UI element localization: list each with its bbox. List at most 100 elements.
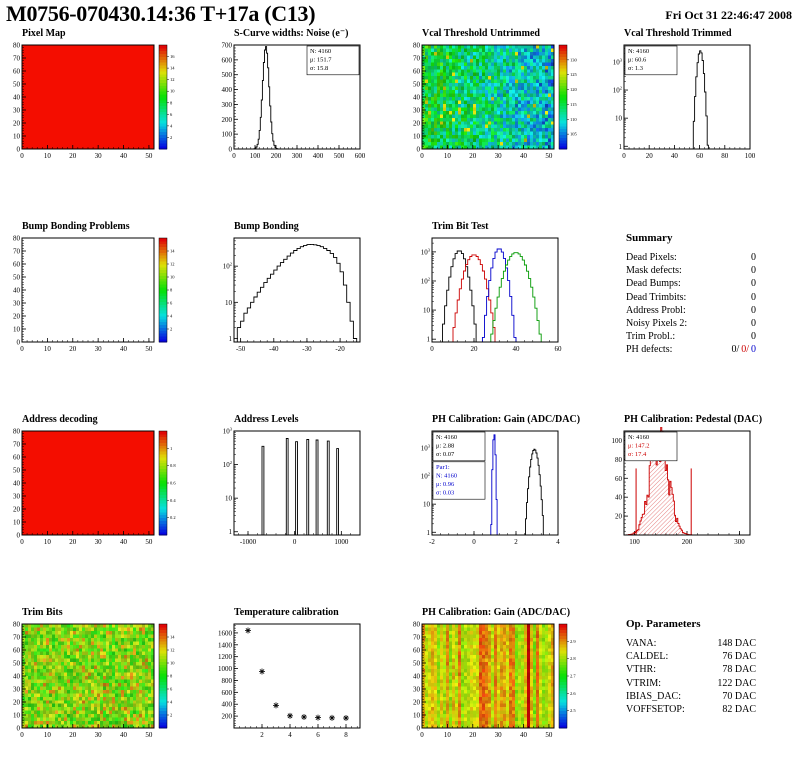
svg-text:80: 80 — [615, 456, 623, 464]
svg-text:40: 40 — [615, 494, 623, 502]
plot-cell-ph-pedestal: PH Calibration: Pedestal (DAC) 20 40 60 80 1… — [598, 414, 796, 549]
svg-text:20: 20 — [69, 731, 77, 739]
op-parameter-row-label: IBIAS_DAC: — [626, 690, 682, 702]
svg-text:0.4: 0.4 — [170, 498, 176, 503]
op-parameter-row-label: VANA: — [626, 638, 657, 649]
op-parameter-row-value: 148 DAC — [717, 638, 756, 649]
report-date: Fri Oct 31 22:46:47 2008 — [665, 8, 792, 22]
svg-text:115: 115 — [570, 102, 577, 107]
svg-text:14: 14 — [170, 635, 175, 640]
svg-text:80: 80 — [13, 42, 21, 50]
svg-text:105: 105 — [570, 132, 578, 137]
svg-text:10: 10 — [225, 495, 233, 503]
summary-row: PH defects: 0/0/0 — [626, 343, 756, 356]
svg-text:N: 4160: N: 4160 — [436, 434, 457, 441]
plot-cell-ph-gain-hist: PH Calibration: Gain (ADC/DAC) 1 10 102 103… — [406, 414, 606, 549]
op-parameter-row: VTHR: 78 DAC — [626, 663, 756, 676]
summary-row-label: Dead Bumps: — [626, 278, 681, 290]
svg-text:30: 30 — [95, 152, 103, 160]
svg-text:300: 300 — [292, 152, 303, 160]
summary-title: Summary — [626, 232, 673, 244]
summary-row-label: Dead Pixels: — [626, 252, 677, 263]
op-parameter-row-label: VTHR: — [626, 664, 656, 676]
svg-text:10: 10 — [423, 307, 431, 315]
svg-text:20: 20 — [471, 345, 479, 353]
svg-text:N: 4160: N: 4160 — [628, 48, 649, 55]
svg-text:10: 10 — [44, 538, 52, 546]
trim-bits-map-plot: 0 10 20 30 40 50 60 70 80 0 10 20 30 40 50 2 4 6 8 10 12 14 — [13, 621, 175, 740]
svg-text:103: 103 — [421, 247, 431, 256]
svg-text:-50: -50 — [236, 345, 246, 353]
svg-text:0: 0 — [417, 146, 421, 154]
svg-text:2: 2 — [170, 135, 172, 140]
summary-row-value: 0 — [751, 278, 756, 290]
svg-text:80: 80 — [13, 428, 21, 436]
svg-text:6: 6 — [170, 301, 173, 306]
svg-text:500: 500 — [334, 152, 345, 160]
summary-row-value: 0 — [751, 252, 756, 263]
svg-text:0.6: 0.6 — [170, 481, 176, 486]
svg-text:0: 0 — [430, 345, 434, 353]
plot-cell-trim-bits: Trim Bits 0 10 20 30 40 50 60 70 80 0 10 20 30 40 50 2 4… — [6, 607, 206, 742]
svg-text:120: 120 — [570, 87, 578, 92]
svg-text:10: 10 — [170, 89, 175, 94]
svg-text:20: 20 — [413, 120, 421, 128]
svg-text:40: 40 — [120, 345, 128, 353]
op-parameter-row: VTRIM: 122 DAC — [626, 677, 756, 690]
svg-text:4: 4 — [170, 123, 173, 128]
plot-cell-ph-gain-map: PH Calibration: Gain (ADC/DAC) 0 10 20 30 40… — [406, 607, 606, 742]
svg-text:6: 6 — [170, 112, 173, 117]
svg-text:1000: 1000 — [218, 665, 233, 673]
svg-text:50: 50 — [145, 731, 153, 739]
page-title: M0756-070430.14:36 T+17a (C13) — [6, 1, 316, 26]
svg-text:-1000: -1000 — [240, 538, 257, 546]
svg-text:200: 200 — [222, 713, 233, 721]
svg-text:4: 4 — [556, 538, 560, 546]
svg-text:60: 60 — [13, 261, 21, 269]
ph-pedestal-plot: 20 40 60 80 100 100 200 300 N: 4160 μ: 147.2σ: 17… — [612, 427, 751, 546]
plot-title: Pixel Map — [22, 28, 66, 39]
op-parameters-panel: Op. Parameters VANA: 148 DAC CALDEL: 76 DAC… — [626, 618, 756, 716]
svg-text:20: 20 — [13, 506, 21, 514]
svg-text:40: 40 — [671, 152, 679, 160]
pixel-map-plot: 0 10 20 30 40 50 60 70 80 0 10 20 30 40 50 2 4 6 8 10 12 14 16 — [13, 42, 175, 161]
svg-text:80: 80 — [13, 235, 21, 243]
svg-text:8: 8 — [170, 100, 173, 105]
plot-title: Temperature calibration — [234, 607, 339, 618]
svg-text:600: 600 — [355, 152, 366, 160]
svg-text:60: 60 — [13, 647, 21, 655]
svg-text:0: 0 — [472, 538, 476, 546]
svg-text:-20: -20 — [335, 345, 345, 353]
svg-text:40: 40 — [13, 673, 21, 681]
svg-text:4: 4 — [288, 731, 292, 739]
svg-text:70: 70 — [13, 248, 21, 256]
svg-text:8: 8 — [344, 731, 348, 739]
summary-row: Dead Pixels: 0 — [626, 251, 756, 264]
svg-text:200: 200 — [271, 152, 282, 160]
svg-text:102: 102 — [613, 86, 622, 95]
svg-text:σ: 1.3: σ: 1.3 — [628, 65, 643, 72]
svg-text:0: 0 — [20, 152, 24, 160]
svg-text:N: 4160: N: 4160 — [436, 472, 457, 479]
plot-cell-bump-bonding-problems: Bump Bonding Problems 0 10 20 30 40 50 60 70 80 0… — [6, 221, 206, 356]
summary-row: Address Probl: 0 — [626, 304, 756, 317]
svg-text:0: 0 — [20, 731, 24, 739]
svg-text:12: 12 — [170, 648, 175, 653]
svg-text:0: 0 — [20, 345, 24, 353]
op-parameter-row-label: CALDEL: — [626, 651, 669, 663]
svg-text:4: 4 — [170, 314, 173, 319]
svg-text:50: 50 — [13, 274, 21, 282]
svg-text:125: 125 — [570, 72, 578, 77]
svg-text:30: 30 — [13, 493, 21, 501]
svg-text:130: 130 — [570, 57, 578, 62]
svg-text:102: 102 — [223, 460, 232, 469]
vcal-untrimmed-plot: 0 10 20 30 40 50 60 70 80 0 10 20 30 40 50 105 110 115 120… — [413, 42, 578, 161]
svg-text:30: 30 — [495, 152, 503, 160]
temperature-calibration-plot: 200 400 600 800 1000 1200 1400 1600 2 4 6 8 — [218, 623, 361, 739]
svg-text:20: 20 — [13, 120, 21, 128]
svg-text:-40: -40 — [269, 345, 279, 353]
scurve-noise-plot: 0 100 200 300 400 500 600 700 0 100 200 300 400 500 60… — [222, 42, 366, 161]
svg-text:80: 80 — [413, 42, 421, 50]
plot-cell-vcal-untrimmed: Vcal Threshold Untrimmed 0 10 20 30 40 50 60 70… — [406, 28, 606, 163]
